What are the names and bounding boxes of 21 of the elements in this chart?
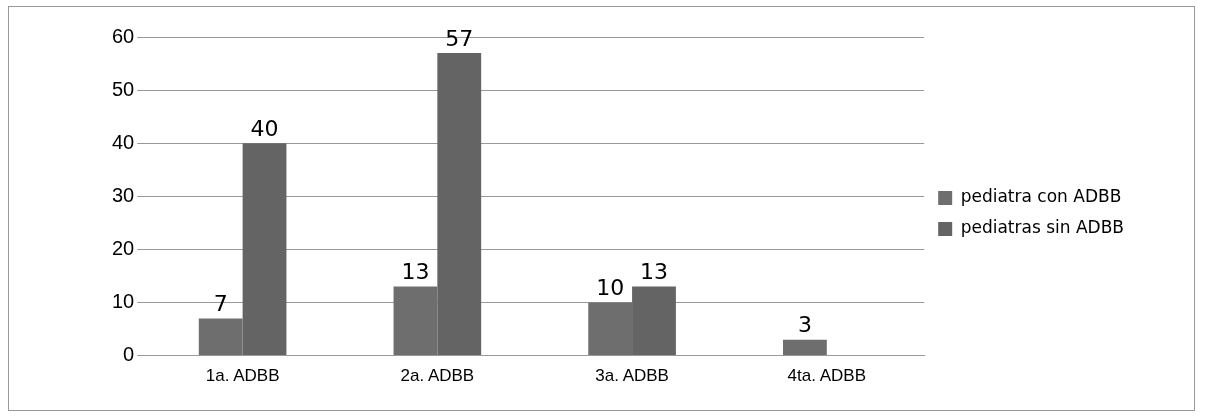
data-label: 13 <box>401 259 430 285</box>
y-tick-label: 0 <box>123 343 135 366</box>
legend-label: pediatra con ADBB <box>960 186 1122 207</box>
x-tick-label: 1a. ADBB <box>205 366 280 386</box>
legend-label: pediatras sin ADBB <box>960 217 1125 238</box>
y-tick-label: 50 <box>112 77 135 100</box>
y-tick-label: 40 <box>112 130 135 153</box>
y-tick-label: 10 <box>112 290 135 313</box>
data-label: 10 <box>596 275 625 301</box>
data-label: 13 <box>639 259 668 285</box>
data-label: 57 <box>445 25 474 51</box>
data-label: 7 <box>213 291 228 317</box>
y-tick-label: 30 <box>112 183 135 206</box>
bar <box>783 339 827 356</box>
x-tick-label: 3a. ADBB <box>595 366 669 386</box>
x-tick-label: 2a. ADBB <box>400 366 475 386</box>
data-label: 40 <box>250 115 279 141</box>
y-tick-label: 20 <box>112 236 135 259</box>
x-tick-label: 4ta. ADBB <box>787 366 867 386</box>
data-label: 3 <box>797 312 812 338</box>
y-tick-label: 60 <box>112 24 135 47</box>
